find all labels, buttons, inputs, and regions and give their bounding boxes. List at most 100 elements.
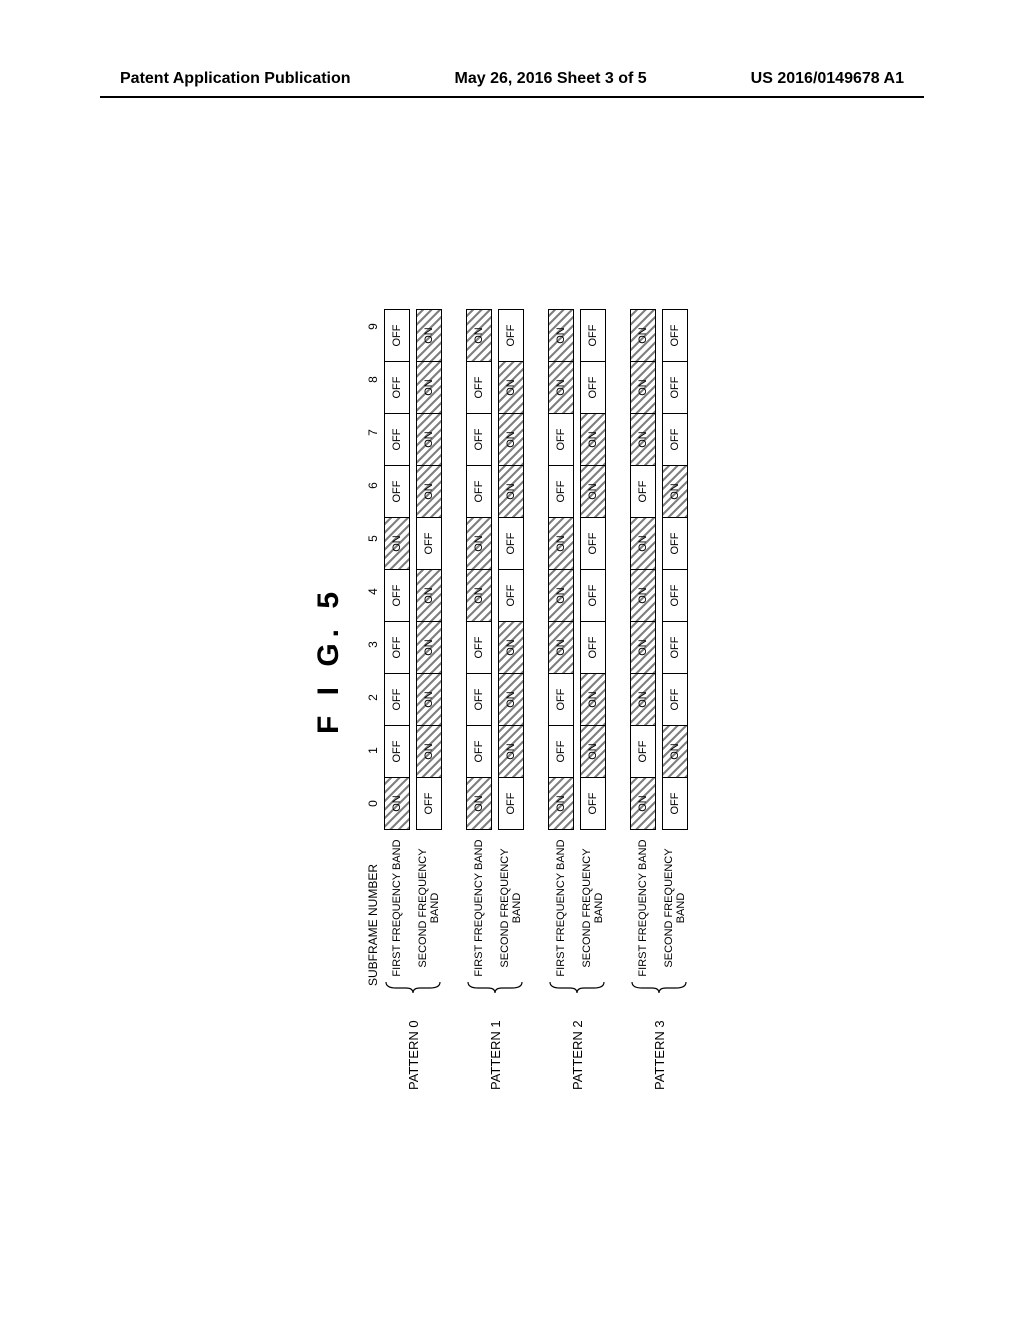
- cell-text: ON: [423, 481, 435, 502]
- cell-text: ON: [505, 637, 517, 658]
- subframe-label: SUBFRAME NUMBER: [366, 830, 380, 990]
- cell-text: OFF: [669, 377, 681, 399]
- cell: ON: [630, 517, 656, 570]
- band-row-second: SECOND FREQUENCY BANDOFFONONONONOFFONONO…: [416, 230, 442, 980]
- cell-text: OFF: [505, 325, 517, 347]
- cell-text: OFF: [637, 741, 649, 763]
- cell-text: ON: [505, 377, 517, 398]
- cell: ON: [466, 777, 492, 830]
- cell-text: OFF: [587, 637, 599, 659]
- cell: OFF: [662, 777, 688, 830]
- cell: OFF: [548, 465, 574, 518]
- cell-text: OFF: [391, 741, 403, 763]
- cell: OFF: [384, 569, 410, 622]
- cell-text: OFF: [391, 481, 403, 503]
- cell-text: OFF: [555, 741, 567, 763]
- pattern-label: PATTERN 0: [406, 994, 421, 1090]
- cell: ON: [630, 361, 656, 414]
- cell-text: OFF: [505, 533, 517, 555]
- cells: ONOFFOFFOFFONONOFFOFFOFFON: [466, 309, 492, 830]
- cell-text: ON: [505, 741, 517, 762]
- pattern-rows: FIRST FREQUENCY BANDONOFFOFFOFFONONOFFOF…: [466, 230, 524, 980]
- page-header: Patent Application Publication May 26, 2…: [0, 70, 1024, 88]
- cell: OFF: [498, 569, 524, 622]
- cell: ON: [548, 517, 574, 570]
- cells: ONOFFOFFONONONOFFOFFONON: [548, 309, 574, 830]
- cell-text: ON: [587, 481, 599, 502]
- pattern-block: PATTERN 3FIRST FREQUENCY BANDONOFFONONON…: [630, 230, 688, 1090]
- cell-text: OFF: [587, 325, 599, 347]
- band-row-second: SECOND FREQUENCY BANDOFFONONONOFFOFFONON…: [498, 230, 524, 980]
- cell: ON: [416, 465, 442, 518]
- cell-text: OFF: [669, 533, 681, 555]
- patterns-container: PATTERN 0FIRST FREQUENCY BANDONOFFOFFOFF…: [384, 230, 688, 1090]
- cell: ON: [580, 673, 606, 726]
- cells: OFFONONONOFFOFFONONONOFF: [498, 309, 524, 830]
- cell-text: OFF: [669, 793, 681, 815]
- cells: ONOFFOFFOFFOFFONOFFOFFOFFOFF: [384, 309, 410, 830]
- cell: OFF: [466, 673, 492, 726]
- cell: OFF: [466, 621, 492, 674]
- cell-text: OFF: [391, 689, 403, 711]
- cell-text: ON: [423, 325, 435, 346]
- brace-icon: [466, 980, 524, 994]
- cell: ON: [630, 569, 656, 622]
- cell: ON: [498, 361, 524, 414]
- subframe-num: 5: [366, 512, 380, 565]
- cell-text: ON: [587, 689, 599, 710]
- cell: ON: [498, 621, 524, 674]
- cell: OFF: [662, 517, 688, 570]
- cell: ON: [580, 725, 606, 778]
- cell: OFF: [384, 621, 410, 674]
- cell-text: ON: [423, 741, 435, 762]
- cell-text: OFF: [473, 377, 485, 399]
- cell: ON: [498, 673, 524, 726]
- cell: ON: [630, 673, 656, 726]
- subframe-num: 0: [366, 777, 380, 830]
- cell-text: ON: [391, 533, 403, 554]
- cell-text: OFF: [391, 429, 403, 451]
- cell: ON: [416, 725, 442, 778]
- cell: OFF: [384, 361, 410, 414]
- subframe-num: 4: [366, 565, 380, 618]
- band-row-first: FIRST FREQUENCY BANDONOFFOFFOFFONONOFFOF…: [466, 230, 492, 980]
- cell-text: OFF: [423, 533, 435, 555]
- brace-icon: [548, 980, 606, 994]
- cell: ON: [466, 517, 492, 570]
- cell: OFF: [466, 725, 492, 778]
- cell-text: ON: [555, 793, 567, 814]
- cell: ON: [416, 673, 442, 726]
- cell: ON: [580, 413, 606, 466]
- cell-text: OFF: [473, 689, 485, 711]
- cell-text: ON: [587, 429, 599, 450]
- cell-text: OFF: [637, 481, 649, 503]
- cell: OFF: [662, 309, 688, 362]
- pattern-rows: FIRST FREQUENCY BANDONOFFONONONONOFFONON…: [630, 230, 688, 980]
- cell: OFF: [384, 465, 410, 518]
- subframe-num: 7: [366, 406, 380, 459]
- pattern-rows: FIRST FREQUENCY BANDONOFFOFFOFFOFFONOFFO…: [384, 230, 442, 980]
- cell: ON: [662, 465, 688, 518]
- cell-text: ON: [505, 429, 517, 450]
- cell: ON: [498, 725, 524, 778]
- cell-text: ON: [637, 585, 649, 606]
- band-row-second: SECOND FREQUENCY BANDOFFONOFFOFFOFFOFFON…: [662, 230, 688, 980]
- band-label: SECOND FREQUENCY BAND: [663, 830, 687, 980]
- cell: ON: [548, 569, 574, 622]
- cell: ON: [384, 517, 410, 570]
- cell: OFF: [548, 725, 574, 778]
- band-row-first: FIRST FREQUENCY BANDONOFFOFFOFFOFFONOFFO…: [384, 230, 410, 980]
- cell: ON: [416, 621, 442, 674]
- cell-text: OFF: [505, 585, 517, 607]
- cell: ON: [662, 725, 688, 778]
- band-label: FIRST FREQUENCY BAND: [555, 830, 567, 980]
- band-label: FIRST FREQUENCY BAND: [473, 830, 485, 980]
- cell: ON: [466, 569, 492, 622]
- cell: OFF: [662, 413, 688, 466]
- pattern-block: PATTERN 1FIRST FREQUENCY BANDONOFFOFFOFF…: [466, 230, 524, 1090]
- pattern-rows: FIRST FREQUENCY BANDONOFFOFFONONONOFFOFF…: [548, 230, 606, 980]
- cell: ON: [416, 309, 442, 362]
- cell: OFF: [662, 361, 688, 414]
- band-label: FIRST FREQUENCY BAND: [391, 830, 403, 980]
- subframe-num: 1: [366, 724, 380, 777]
